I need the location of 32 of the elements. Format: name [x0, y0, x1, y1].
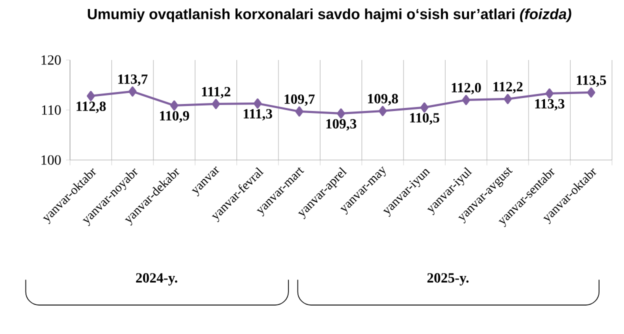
point	[254, 98, 262, 109]
data-label: 112,8	[76, 102, 106, 114]
y-tick-label: 120	[42, 55, 61, 65]
y-tick-label: 100	[42, 155, 61, 165]
point	[170, 100, 178, 111]
point	[545, 88, 554, 99]
point	[504, 94, 512, 104]
text: 2024-y.	[136, 273, 178, 286]
point	[378, 106, 387, 116]
data-label: 109,7	[284, 94, 315, 106]
data-label: 111,2	[202, 86, 230, 98]
data-label: 113,3	[535, 99, 564, 111]
data-label: 112,0	[452, 82, 481, 94]
point	[86, 90, 95, 102]
data-label: 110,9	[160, 111, 190, 123]
data-label: 111,3	[244, 109, 272, 121]
point	[128, 86, 137, 97]
point	[336, 108, 346, 119]
data-label: 113,7	[118, 74, 148, 86]
data-label: 110,5	[410, 113, 440, 125]
chart-title: Umumiy ovqatlanish korxonalari savdo hajmi o‘sish sur’atlari (foizda)	[88, 8, 572, 22]
data-label: 113,5	[576, 75, 606, 87]
y-tick-label: 110	[42, 105, 61, 115]
point	[420, 102, 428, 113]
point	[587, 87, 596, 98]
data-label: 112,2	[494, 82, 523, 94]
point	[295, 106, 304, 117]
point	[212, 98, 220, 110]
data-label: 109,3	[326, 119, 356, 131]
text: 2025-y.	[427, 273, 469, 286]
data-label: 109,8	[368, 94, 398, 106]
point	[462, 94, 470, 106]
